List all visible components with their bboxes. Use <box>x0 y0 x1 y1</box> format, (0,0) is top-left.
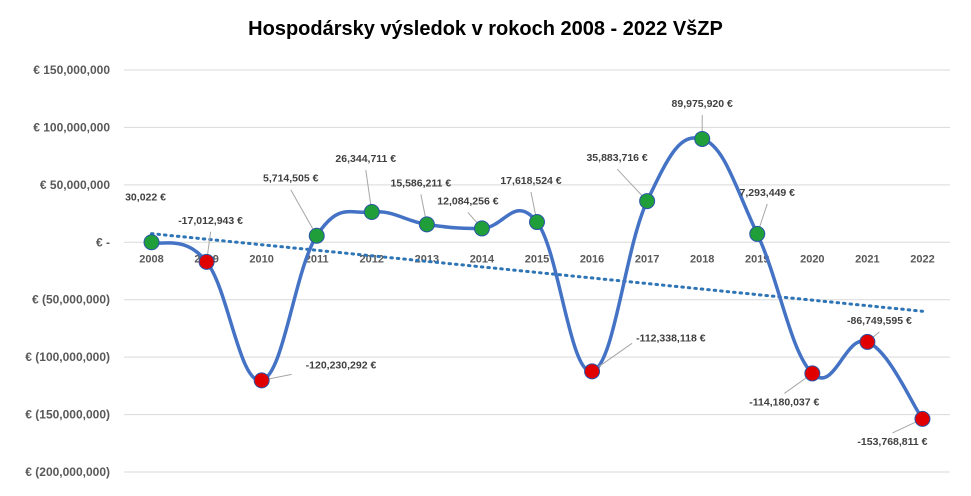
data-label: 30,022 € <box>125 191 166 203</box>
data-label: 17,618,524 € <box>500 175 561 187</box>
label-leader-lines <box>206 114 923 434</box>
data-label: 35,883,716 € <box>586 152 647 164</box>
data-points <box>143 130 931 427</box>
data-label: -17,012,943 € <box>178 215 243 227</box>
x-tick-label: 2016 <box>580 253 604 265</box>
y-axis-tick-labels: € 150,000,000 € 100,000,000 € 50,000,000 € … <box>25 63 110 479</box>
x-tick-label: 2021 <box>855 253 879 265</box>
y-tick-label: € 150,000,000 <box>33 63 110 77</box>
y-tick-label: € 50,000,000 <box>40 178 110 192</box>
data-label: -86,749,595 € <box>847 315 912 327</box>
data-label: 12,084,256 € <box>437 195 498 207</box>
data-point <box>418 216 435 233</box>
y-tick-label: € - <box>96 235 110 249</box>
label-leader-line <box>591 342 633 372</box>
data-point <box>749 225 766 242</box>
y-tick-label: € (100,000,000) <box>25 350 110 364</box>
data-label: 7,293,449 € <box>740 187 796 199</box>
data-point <box>639 193 656 210</box>
x-tick-label: 2022 <box>910 253 934 265</box>
data-point <box>253 372 270 389</box>
data-point <box>804 365 821 382</box>
data-label: 26,344,711 € <box>335 153 396 165</box>
data-point <box>473 220 490 237</box>
label-leader-line <box>290 189 318 236</box>
data-label: 5,714,505 € <box>263 173 319 185</box>
data-label: -112,338,118 € <box>636 332 706 344</box>
data-label: -114,180,037 € <box>749 396 819 408</box>
data-point <box>143 234 160 251</box>
x-tick-label: 2020 <box>800 253 824 265</box>
grid-lines <box>124 69 950 473</box>
data-point <box>859 333 876 350</box>
data-point <box>363 204 380 221</box>
x-tick-label: 2014 <box>470 253 495 265</box>
trendline <box>150 232 924 313</box>
x-tick-label: 2010 <box>249 253 273 265</box>
data-label: 89,975,920 € <box>672 98 733 110</box>
data-point <box>198 253 215 270</box>
data-label: -153,768,811 € <box>857 436 927 448</box>
series-line-path <box>150 136 924 420</box>
data-label: 15,586,211 € <box>390 177 451 189</box>
x-tick-label: 2013 <box>415 253 439 265</box>
y-tick-label: € (50,000,000) <box>32 293 110 307</box>
data-point <box>308 227 325 244</box>
y-tick-label: € (150,000,000) <box>25 408 110 422</box>
data-point <box>694 130 711 147</box>
data-point <box>529 214 545 231</box>
x-tick-label: 2018 <box>690 253 714 265</box>
x-tick-label: 2008 <box>139 253 163 265</box>
data-point <box>584 363 601 380</box>
series-line <box>150 136 924 420</box>
data-labels: 30,022 € -17,012,943 € -120,230,292 € 5,714… <box>125 98 928 448</box>
x-axis-tick-labels: 2008200920102011201220132014201520162017… <box>139 253 934 265</box>
x-tick-label: 2017 <box>635 253 659 265</box>
trendline-path <box>150 232 924 313</box>
y-tick-label: € (200,000,000) <box>25 465 110 479</box>
x-tick-label: 2015 <box>525 253 549 265</box>
x-tick-label: 2011 <box>305 253 329 265</box>
chart-title: Hospodársky výsledok v rokoch 2008 - 202… <box>248 18 723 40</box>
x-tick-label: 2019 <box>745 253 769 265</box>
data-point <box>914 410 931 427</box>
data-label: -120,230,292 € <box>306 359 377 371</box>
y-tick-label: € 100,000,000 <box>33 120 110 134</box>
